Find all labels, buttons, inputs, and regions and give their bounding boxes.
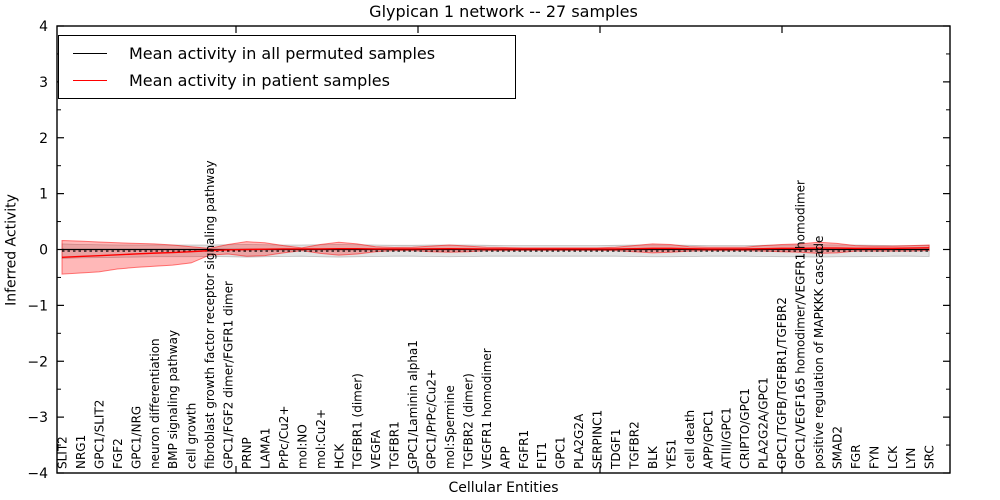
x-category-label: APP/GPC1: [701, 410, 715, 469]
x-category-label: PLA2G2A/GPC1: [757, 377, 771, 469]
legend: Mean activity in all permuted samples Me…: [58, 35, 516, 99]
permuted-line-icon: [73, 53, 107, 54]
x-category-label: GPC1/Laminin alpha1: [406, 340, 420, 469]
y-tick-label: 0: [39, 243, 48, 259]
y-axis-label: Inferred Activity: [3, 194, 20, 306]
y-tick-label: −4: [27, 466, 48, 482]
chart-title: Glypican 1 network -- 27 samples: [369, 2, 638, 21]
legend-item-patient: Mean activity in patient samples: [59, 71, 515, 90]
x-category-label: GPC1/NRG: [129, 406, 143, 469]
x-category-label: YES1: [664, 439, 678, 470]
y-tick-label: −2: [27, 354, 48, 370]
x-category-label: mol:Cu2+: [314, 409, 328, 469]
x-category-label: PLA2G2A: [572, 413, 586, 469]
x-category-label: cell growth: [185, 403, 199, 469]
x-category-label: positive regulation of MAPKKK cascade: [812, 236, 826, 469]
x-category-label: APP: [498, 446, 512, 469]
y-tick-label: 4: [39, 19, 48, 35]
x-category-label: TGFBR2: [627, 421, 641, 470]
x-category-label: GPC1: [554, 436, 568, 469]
legend-label-patient: Mean activity in patient samples: [129, 71, 390, 90]
x-category-label: BLK: [646, 445, 660, 469]
x-category-label: SLIT2: [56, 436, 70, 469]
y-tick-label: 1: [39, 187, 48, 203]
y-tick-label: −3: [27, 410, 48, 426]
x-category-label: GPC1/VEGF165 homodimer/VEGFR1 homodimer: [794, 180, 808, 469]
x-category-label: LAMA1: [258, 428, 272, 469]
x-category-label: CRIPTO/GPC1: [738, 388, 752, 469]
x-axis-label: Cellular Entities: [448, 480, 559, 496]
x-category-label: GPC1/SLIT2: [92, 400, 106, 469]
x-category-label: LCK: [886, 445, 900, 469]
x-category-label: cell death: [683, 410, 697, 469]
x-category-label: TGFBR1 (dimer): [351, 373, 365, 470]
y-tick-label: 3: [39, 75, 48, 91]
x-category-label: GPC1/FGF2 dimer/FGFR1 dimer: [222, 281, 236, 469]
x-category-label: mol:NO: [295, 424, 309, 469]
patient-mean-line: [61, 247, 930, 259]
x-category-label: FGF2: [111, 438, 125, 469]
x-category-label: mol:Spermine: [443, 385, 457, 469]
x-category-label: HCK: [332, 443, 346, 469]
x-category-label: BMP signaling pathway: [166, 330, 180, 469]
x-category-label: PrPc/Cu2+: [277, 405, 291, 469]
x-category-label: VEGFA: [369, 429, 383, 469]
x-category-label: VEGFR1 homodimer: [480, 348, 494, 469]
x-category-label: PRNP: [240, 437, 254, 469]
x-category-label: ATIII/GPC1: [720, 407, 734, 469]
y-tick-label: −1: [27, 298, 48, 314]
x-category-label: NRG1: [74, 435, 88, 469]
legend-item-permuted: Mean activity in all permuted samples: [59, 44, 515, 63]
x-category-label: LYN: [904, 448, 918, 469]
x-category-label: FLT1: [535, 442, 549, 469]
x-category-label: FGR: [849, 444, 863, 469]
x-category-label: SMAD2: [830, 426, 844, 469]
x-category-label: TDGF1: [609, 429, 623, 470]
x-category-label: TGFBR1: [388, 421, 402, 470]
x-category-label: GPC1/PrPc/Cu2+: [425, 369, 439, 469]
x-category-label: SRC: [923, 445, 937, 469]
x-category-label: TGFBR2 (dimer): [461, 373, 475, 470]
x-category-label: FGFR1: [517, 430, 531, 469]
y-tick-label: 2: [39, 131, 48, 147]
x-category-label: GPC1/TGFB/TGFBR1/TGFBR2: [775, 297, 789, 469]
x-category-label: fibroblast growth factor receptor signal…: [203, 160, 217, 469]
patient-line-icon: [73, 80, 107, 81]
legend-label-permuted: Mean activity in all permuted samples: [129, 44, 436, 63]
x-category-label: SERPINC1: [591, 410, 605, 469]
x-category-label: neuron differentiation: [148, 338, 162, 469]
x-category-label: FYN: [867, 446, 881, 469]
